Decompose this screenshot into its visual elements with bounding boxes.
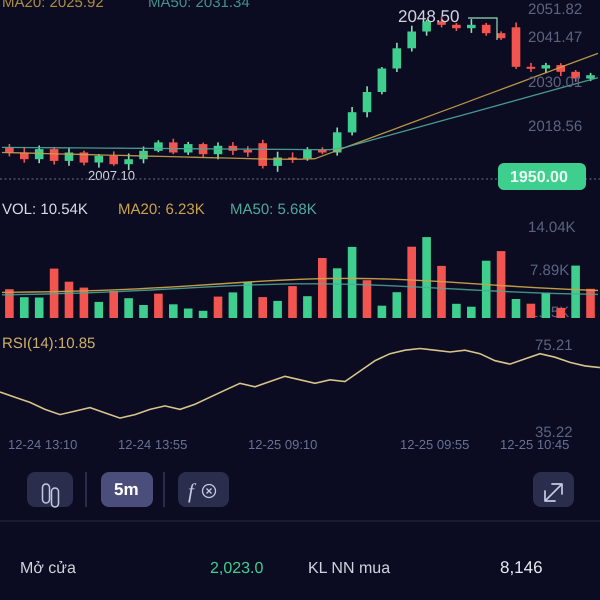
svg-text:75.21: 75.21 bbox=[535, 337, 573, 354]
svg-text:2030.01: 2030.01 bbox=[528, 74, 582, 91]
svg-text:14.04K: 14.04K bbox=[528, 219, 576, 236]
svg-text:2007.10: 2007.10 bbox=[88, 168, 135, 183]
svg-text:12-25 09:55: 12-25 09:55 bbox=[400, 437, 469, 452]
svg-text:MA50: 2031.34: MA50: 2031.34 bbox=[148, 0, 250, 11]
svg-text:12-25 10:45: 12-25 10:45 bbox=[500, 437, 569, 452]
svg-text:KL NN mua: KL NN mua bbox=[308, 560, 390, 577]
svg-text:2,023.0: 2,023.0 bbox=[210, 560, 263, 577]
svg-text:MA50: 5.68K: MA50: 5.68K bbox=[230, 201, 317, 218]
svg-text:12-25 09:10: 12-25 09:10 bbox=[248, 437, 317, 452]
svg-text:2018.56: 2018.56 bbox=[528, 118, 582, 135]
svg-text:RSI(14):10.85: RSI(14):10.85 bbox=[2, 335, 95, 352]
svg-text:8,146: 8,146 bbox=[500, 558, 543, 577]
svg-text:VOL: 10.54K: VOL: 10.54K bbox=[2, 201, 88, 218]
svg-text:Mở cửa: Mở cửa bbox=[20, 560, 76, 577]
svg-text:12-24 13:55: 12-24 13:55 bbox=[118, 437, 187, 452]
svg-text:MA20: 6.23K: MA20: 6.23K bbox=[118, 201, 205, 218]
svg-text:5m: 5m bbox=[114, 480, 139, 499]
svg-text:12-24 13:10: 12-24 13:10 bbox=[8, 437, 77, 452]
svg-text:2041.47: 2041.47 bbox=[528, 29, 582, 46]
svg-text:2051.82: 2051.82 bbox=[528, 1, 582, 18]
svg-text:MA20: 2025.92: MA20: 2025.92 bbox=[2, 0, 104, 11]
svg-text:2048.50: 2048.50 bbox=[398, 7, 459, 26]
svg-text:1950.00: 1950.00 bbox=[510, 169, 568, 186]
svg-text:7.89K: 7.89K bbox=[530, 262, 569, 279]
